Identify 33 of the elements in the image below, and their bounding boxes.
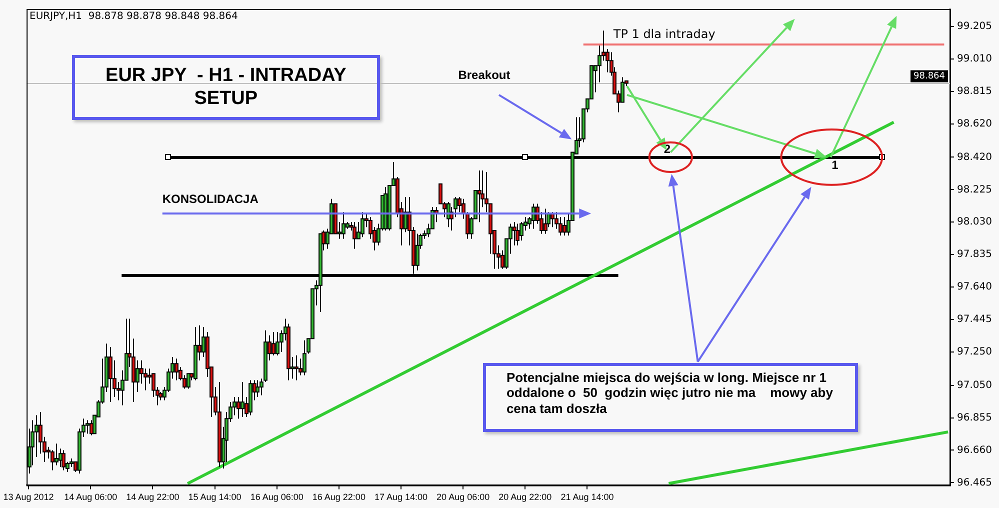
x-tick-label: 20 Aug 22:00	[498, 492, 552, 502]
x-tick-label: 21 Aug 14:00	[560, 492, 614, 502]
ref-line-label: 98.864	[914, 72, 946, 82]
annotation: Breakout	[458, 68, 510, 83]
y-tick-label: 97.445	[957, 314, 992, 326]
y-tick-label: 96.855	[957, 412, 992, 424]
y-tick-label: 99.205	[957, 21, 992, 32]
y-tick-label: 97.050	[957, 380, 992, 391]
x-tick-label: 16 Aug 22:00	[312, 492, 366, 502]
annotation: Potencjalne miejsca do wejścia w long. Miejsce nr 1 oddalone o 50 godzin więc jutro nie ma mowy aby cena tam doszła	[483, 362, 858, 432]
y-tick-label: 96.465	[957, 477, 992, 488]
y-tick-label: 98.815	[957, 86, 992, 98]
y-tick-label: 98.225	[957, 184, 992, 196]
y-tick-label: 98.030	[957, 216, 992, 228]
x-tick-label: 14 Aug 22:00	[126, 492, 180, 502]
y-tick-label: 97.640	[957, 282, 992, 293]
y-tick-label: 97.835	[957, 249, 992, 260]
y-tick-label: 98.420	[957, 152, 992, 163]
x-tick-label: 14 Aug 06:00	[64, 492, 118, 502]
x-tick-label: 20 Aug 06:00	[436, 492, 490, 502]
text: EUR JPY - H1 - INTRADAY SETUP	[72, 55, 380, 120]
x-tick-label: 15 Aug 14:00	[188, 492, 242, 502]
annotation: KONSOLIDACJA	[162, 192, 258, 206]
x-tick-label: 16 Aug 06:00	[250, 492, 304, 502]
x-tick-label: 17 Aug 14:00	[374, 492, 428, 502]
y-tick-label: 99.010	[957, 54, 992, 65]
chart-subtitle: EURJPY,H1 98.878 98.878 98.848 98.864	[30, 10, 238, 23]
y-tick-label: 98.620	[957, 118, 992, 130]
y-tick-label: 97.250	[957, 346, 992, 358]
annotation: 1	[832, 158, 838, 173]
x-tick-label: 13 Aug 2012	[3, 492, 54, 502]
y-tick-label: 96.660	[957, 444, 992, 456]
ref-line-label: TP 1 dla intraday	[612, 27, 716, 42]
